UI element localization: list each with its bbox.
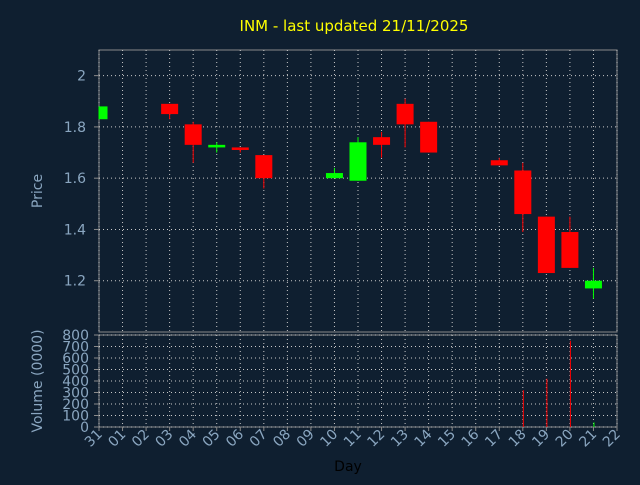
- x-axis-ticks: 31 01 02 03 04 05 06 07 08 09 10 11 12 13 14 15 16 17 18 19…: [82, 426, 624, 450]
- price-tick-label: 1.6: [64, 171, 86, 187]
- x-tick-label: 16: [459, 426, 483, 450]
- volume-tick-label: 600: [62, 351, 89, 367]
- volume-tick-label: 200: [62, 397, 89, 413]
- volume-tick-label: 800: [62, 328, 89, 344]
- candle-body: [255, 155, 273, 179]
- volume-tick-label: 0: [80, 420, 89, 436]
- candle-body: [514, 170, 532, 215]
- price-plot-frame: [98, 49, 618, 333]
- volume-bars: [522, 340, 595, 427]
- candle-body: [373, 137, 391, 145]
- x-tick-label: 22: [600, 427, 624, 451]
- x-tick-label: 10: [317, 427, 341, 451]
- candle-body: [99, 106, 108, 120]
- price-tick-label: 1.4: [64, 222, 86, 238]
- price-tick-label: 1.2: [64, 274, 86, 290]
- x-axis-label: Day: [334, 459, 362, 475]
- volume-tick-label: 400: [62, 374, 89, 390]
- volume-tick-label: 300: [62, 386, 89, 402]
- chart-title: INM - last updated 21/11/2025: [240, 17, 469, 35]
- price-y-ticks: 1.2 1.4 1.6 1.8 2: [64, 69, 99, 290]
- x-tick-label: 14: [412, 426, 436, 450]
- x-tick-label: 07: [247, 427, 271, 451]
- candle-body: [184, 124, 202, 145]
- x-tick-label: 13: [388, 427, 412, 451]
- candle-body: [161, 103, 179, 115]
- x-tick-label: 09: [294, 427, 318, 451]
- candle-body: [325, 173, 343, 179]
- candle-body: [396, 103, 414, 125]
- x-tick-label: 18: [506, 427, 530, 451]
- x-tick-label: 05: [200, 427, 224, 451]
- x-tick-label: 15: [435, 427, 459, 451]
- x-tick-label: 17: [482, 427, 506, 451]
- candle-body: [561, 232, 579, 268]
- x-tick-label: 02: [129, 427, 153, 451]
- x-tick-label: 21: [576, 427, 600, 451]
- candle-body: [584, 280, 602, 289]
- candle-body: [490, 160, 508, 166]
- price-panel: 1.2 1.4 1.6 1.8 2 Price: [30, 49, 618, 333]
- price-axis-label: Price: [30, 174, 46, 208]
- volume-tick-label: 500: [62, 363, 89, 379]
- x-tick-label: 06: [223, 426, 247, 450]
- volume-tick-label: 100: [62, 409, 89, 425]
- candle-body: [420, 121, 438, 153]
- x-tick-label: 12: [364, 427, 388, 451]
- volume-axis-label: Volume (0000): [30, 329, 46, 432]
- x-tick-label: 20: [553, 427, 577, 451]
- candle-body: [537, 216, 555, 274]
- x-tick-label: 01: [105, 427, 129, 451]
- x-tick-label: 08: [270, 427, 294, 451]
- x-tick-label: 11: [341, 427, 365, 451]
- x-tick-label: 19: [529, 427, 553, 451]
- price-tick-label: 1.8: [64, 120, 86, 136]
- candle-body: [231, 147, 249, 150]
- x-tick-label: 03: [153, 427, 177, 451]
- volume-tick-label: 700: [62, 340, 89, 356]
- x-tick-label: 04: [176, 426, 200, 450]
- candle-body: [208, 144, 226, 148]
- price-tick-label: 2: [77, 69, 86, 85]
- candle-body: [349, 142, 367, 181]
- candles: [98, 98, 602, 299]
